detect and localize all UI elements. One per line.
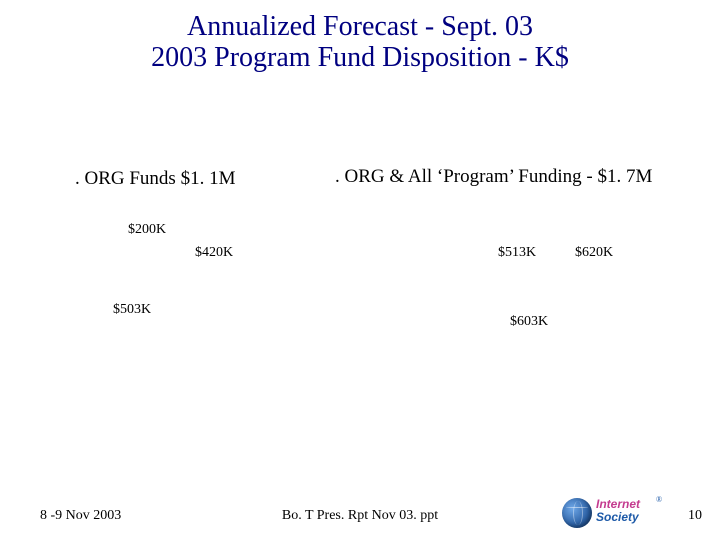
- left-chart-label-0: $200K: [128, 222, 166, 238]
- internet-society-logo: Internet Society ®: [562, 496, 662, 530]
- left-chart-label-1: $420K: [195, 245, 233, 261]
- logo-text-line2: Society: [596, 511, 640, 524]
- right-chart-label-1: $620K: [575, 245, 613, 261]
- globe-icon: [562, 498, 592, 528]
- registered-mark: ®: [656, 495, 662, 504]
- left-chart-heading: . ORG Funds $1. 1M: [75, 168, 235, 190]
- slide-title: Annualized Forecast - Sept. 03 2003 Prog…: [0, 0, 720, 74]
- page-number: 10: [688, 508, 702, 524]
- logo-text-line1: Internet: [596, 498, 640, 511]
- title-line-2: 2003 Program Fund Disposition - K$: [0, 43, 720, 74]
- right-chart-label-0: $513K: [498, 245, 536, 261]
- right-chart-heading: . ORG & All ‘Program’ Funding - $1. 7M: [335, 166, 652, 188]
- title-line-1: Annualized Forecast - Sept. 03: [0, 12, 720, 43]
- left-chart-label-2: $503K: [113, 302, 151, 318]
- right-chart-label-2: $603K: [510, 314, 548, 330]
- footer-filename: Bo. T Pres. Rpt Nov 03. ppt: [282, 508, 438, 524]
- footer-date: 8 -9 Nov 2003: [40, 508, 121, 524]
- logo-text: Internet Society: [596, 498, 640, 523]
